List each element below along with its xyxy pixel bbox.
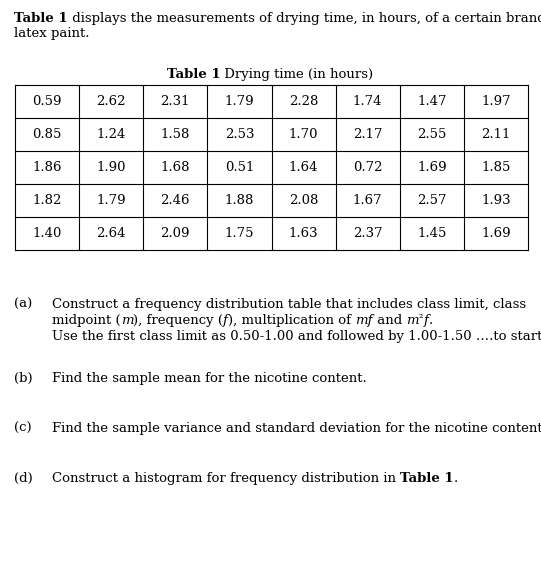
Text: 1.69: 1.69 xyxy=(417,161,447,174)
Text: Use the first class limit as 0.50-1.00 and followed by 1.00-1.50 ….to start.: Use the first class limit as 0.50-1.00 a… xyxy=(52,330,541,343)
Text: 1.40: 1.40 xyxy=(32,227,62,240)
Text: 1.79: 1.79 xyxy=(225,95,254,108)
Text: 1.24: 1.24 xyxy=(96,128,126,141)
Text: midpoint (: midpoint ( xyxy=(52,314,121,327)
Text: Table 1: Table 1 xyxy=(400,472,454,485)
Text: 1.97: 1.97 xyxy=(481,95,511,108)
Text: latex paint.: latex paint. xyxy=(14,27,89,40)
Text: .: . xyxy=(454,472,458,485)
Text: (b): (b) xyxy=(14,372,32,385)
Text: 1.70: 1.70 xyxy=(289,128,318,141)
Text: 1.58: 1.58 xyxy=(161,128,190,141)
Text: m: m xyxy=(406,314,419,327)
Text: 0.51: 0.51 xyxy=(225,161,254,174)
Text: and: and xyxy=(373,314,406,327)
Text: 1.64: 1.64 xyxy=(289,161,318,174)
Text: 2.31: 2.31 xyxy=(161,95,190,108)
Text: ), multiplication of: ), multiplication of xyxy=(228,314,355,327)
Text: 1.82: 1.82 xyxy=(32,194,62,207)
Text: 2.09: 2.09 xyxy=(161,227,190,240)
Text: Construct a histogram for frequency distribution in: Construct a histogram for frequency dist… xyxy=(52,472,400,485)
Text: Construct a frequency distribution table that includes class limit, class: Construct a frequency distribution table… xyxy=(52,298,526,311)
Text: 2.17: 2.17 xyxy=(353,128,382,141)
Text: .: . xyxy=(428,314,433,327)
Text: f: f xyxy=(424,314,428,327)
Text: 1.86: 1.86 xyxy=(32,161,62,174)
Text: (a): (a) xyxy=(14,298,32,311)
Text: 1.90: 1.90 xyxy=(96,161,126,174)
Text: 1.63: 1.63 xyxy=(289,227,318,240)
Text: 2.62: 2.62 xyxy=(96,95,126,108)
Text: 1.74: 1.74 xyxy=(353,95,382,108)
Text: Find the sample mean for the nicotine content.: Find the sample mean for the nicotine co… xyxy=(52,372,367,385)
Text: 2.11: 2.11 xyxy=(481,128,511,141)
Text: 1.45: 1.45 xyxy=(417,227,446,240)
Text: 2.55: 2.55 xyxy=(417,128,446,141)
Text: 1.85: 1.85 xyxy=(481,161,511,174)
Text: 1.88: 1.88 xyxy=(225,194,254,207)
Text: mf: mf xyxy=(355,314,373,327)
Text: (d): (d) xyxy=(14,472,33,485)
Text: 1.67: 1.67 xyxy=(353,194,382,207)
Text: 2.53: 2.53 xyxy=(225,128,254,141)
Text: f: f xyxy=(223,314,228,327)
Text: 0.59: 0.59 xyxy=(32,95,62,108)
Text: 2.57: 2.57 xyxy=(417,194,446,207)
Text: displays the measurements of drying time, in hours, of a certain brand of: displays the measurements of drying time… xyxy=(68,12,541,25)
Text: Find the sample variance and standard deviation for the nicotine content.: Find the sample variance and standard de… xyxy=(52,422,541,435)
Text: (c): (c) xyxy=(14,422,31,435)
Text: ²: ² xyxy=(419,314,424,324)
Text: 2.28: 2.28 xyxy=(289,95,318,108)
Text: 0.72: 0.72 xyxy=(353,161,382,174)
Text: 1.47: 1.47 xyxy=(417,95,446,108)
Text: 2.08: 2.08 xyxy=(289,194,318,207)
Text: Table 1: Table 1 xyxy=(14,12,68,25)
Text: m: m xyxy=(121,314,133,327)
Text: 2.64: 2.64 xyxy=(96,227,126,240)
Text: 1.68: 1.68 xyxy=(161,161,190,174)
Text: 1.93: 1.93 xyxy=(481,194,511,207)
Text: 1.69: 1.69 xyxy=(481,227,511,240)
Text: 1.79: 1.79 xyxy=(96,194,126,207)
Text: 2.46: 2.46 xyxy=(161,194,190,207)
Text: 2.37: 2.37 xyxy=(353,227,382,240)
Text: ), frequency (: ), frequency ( xyxy=(133,314,223,327)
Text: 1.75: 1.75 xyxy=(225,227,254,240)
Text: Table 1: Table 1 xyxy=(167,68,220,81)
Text: Drying time (in hours): Drying time (in hours) xyxy=(220,68,373,81)
Text: 0.85: 0.85 xyxy=(32,128,62,141)
